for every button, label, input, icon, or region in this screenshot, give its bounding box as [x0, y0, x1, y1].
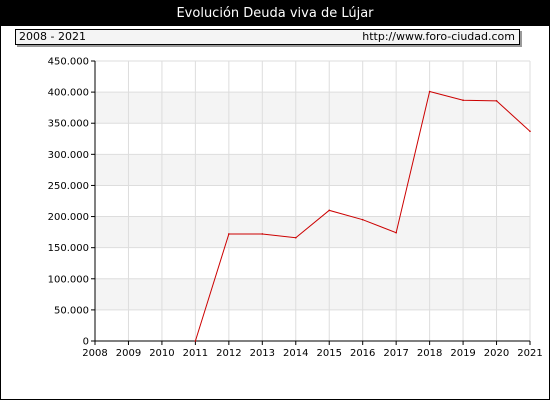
x-tick-label: 2019 [450, 348, 475, 359]
y-tick-label: 200.000 [48, 212, 89, 223]
x-tick-label: 2017 [383, 348, 408, 359]
grid-band [95, 278, 530, 310]
x-tick-label: 2020 [484, 348, 509, 359]
x-tick-label: 2013 [250, 348, 275, 359]
y-tick-label: 400.000 [48, 88, 89, 99]
info-bar: 2008 - 2021 http://www.foro-ciudad.com [15, 29, 520, 45]
data-point [495, 100, 498, 102]
source-link[interactable]: http://www.foro-ciudad.com [362, 30, 515, 43]
x-tick-label: 2014 [283, 348, 308, 359]
y-tick-label: 450.000 [48, 57, 89, 68]
x-tick-label: 2011 [183, 348, 208, 359]
y-tick-label: 300.000 [48, 150, 89, 161]
y-tick-label: 0 [83, 337, 89, 348]
x-tick-label: 2018 [417, 348, 442, 359]
x-tick-label: 2016 [350, 348, 375, 359]
chart-title: Evolución Deuda viva de Lújar [1, 1, 549, 26]
data-point [228, 233, 230, 235]
data-point [328, 209, 331, 212]
data-point [529, 130, 531, 133]
x-tick-label: 2015 [317, 348, 342, 359]
data-point [462, 99, 464, 101]
x-tick-label: 2008 [82, 348, 107, 359]
y-tick-label: 100.000 [48, 274, 89, 285]
y-tick-label: 350.000 [48, 119, 89, 130]
data-point [261, 233, 264, 235]
grid-band [95, 92, 530, 124]
y-tick-label: 250.000 [48, 181, 89, 192]
data-point [294, 236, 297, 239]
x-tick-label: 2012 [216, 348, 241, 359]
data-point [395, 231, 397, 234]
x-tick-label: 2010 [149, 348, 174, 359]
x-tick-label: 2009 [116, 348, 141, 359]
y-tick-label: 150.000 [48, 243, 89, 254]
data-point [428, 90, 431, 93]
y-tick-label: 50.000 [54, 305, 89, 316]
data-point [361, 218, 364, 221]
grid-band [95, 216, 530, 248]
data-point [194, 340, 197, 342]
period-label: 2008 - 2021 [19, 30, 86, 43]
x-tick-label: 2021 [517, 348, 542, 359]
grid-band [95, 154, 530, 186]
